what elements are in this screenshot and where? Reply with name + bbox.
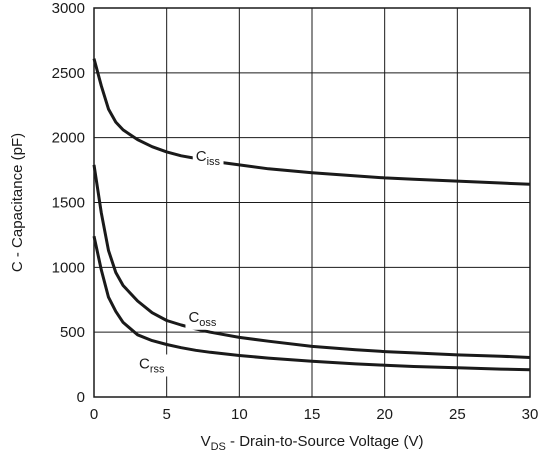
y-tick-label: 1000 [52,259,85,276]
x-tick-label: 10 [231,406,248,423]
series-label-background [136,354,169,377]
x-tick-label: 15 [304,406,321,423]
x-tick-label: 25 [449,406,466,423]
y-tick-label: 3000 [52,0,85,17]
x-axis-label: VDS - Drain-to-Source Voltage (V) [201,433,424,453]
y-tick-label: 1500 [52,195,85,212]
series-line-coss [92,164,531,359]
series-label-ciss: Ciss [196,148,221,168]
y-tick-label: 2000 [52,130,85,147]
series-label-coss: Coss [188,309,216,329]
series-label-background [192,147,224,170]
x-tick-label: 30 [522,406,539,423]
series-label-crss: Crss [139,355,165,375]
y-tick-label: 2500 [52,65,85,82]
series-label-background [185,307,220,330]
series-labels: Ciss Coss Crss [136,147,224,377]
plot-frame [93,7,531,398]
x-tick-label: 5 [162,406,170,423]
x-tick-label: 0 [90,406,98,423]
grid-lines [93,7,531,398]
x-tick-label: 20 [376,406,393,423]
y-axis-label: C - Capacitance (pF) [9,133,26,272]
y-tick-label: 0 [77,389,85,406]
x-tick-labels: 0 5 10 15 20 25 30 [90,406,539,423]
y-tick-label: 500 [60,324,85,341]
series-line-crss [92,235,531,372]
y-tick-labels: 0 500 1000 1500 2000 2500 3000 [52,0,85,406]
